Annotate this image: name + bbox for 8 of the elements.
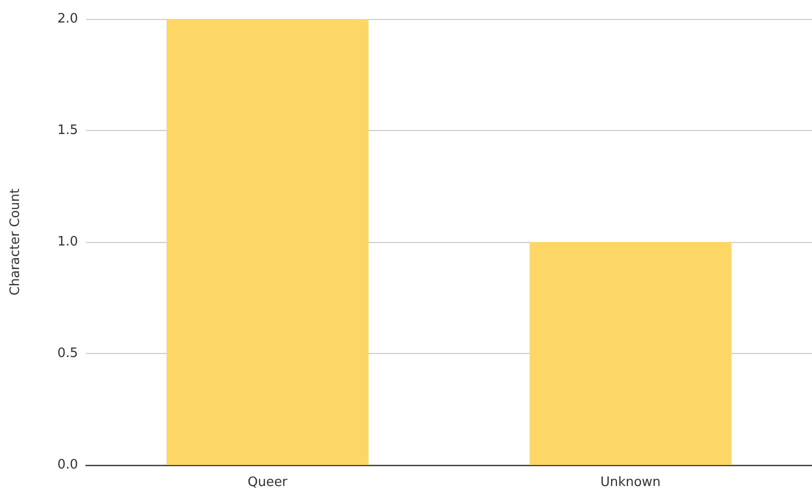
y-tick-label: 0.0 [57, 458, 78, 472]
y-tick-label: 1.0 [57, 234, 78, 250]
y-tick-label: 1.5 [57, 123, 78, 138]
x-tick-label: Unknown [600, 475, 661, 489]
y-tick-label: 2.0 [57, 12, 78, 26]
y-tick-label: 0.5 [57, 346, 78, 361]
y-axis-title: Character Count [8, 188, 23, 296]
x-tick-label: Queer [248, 475, 288, 489]
